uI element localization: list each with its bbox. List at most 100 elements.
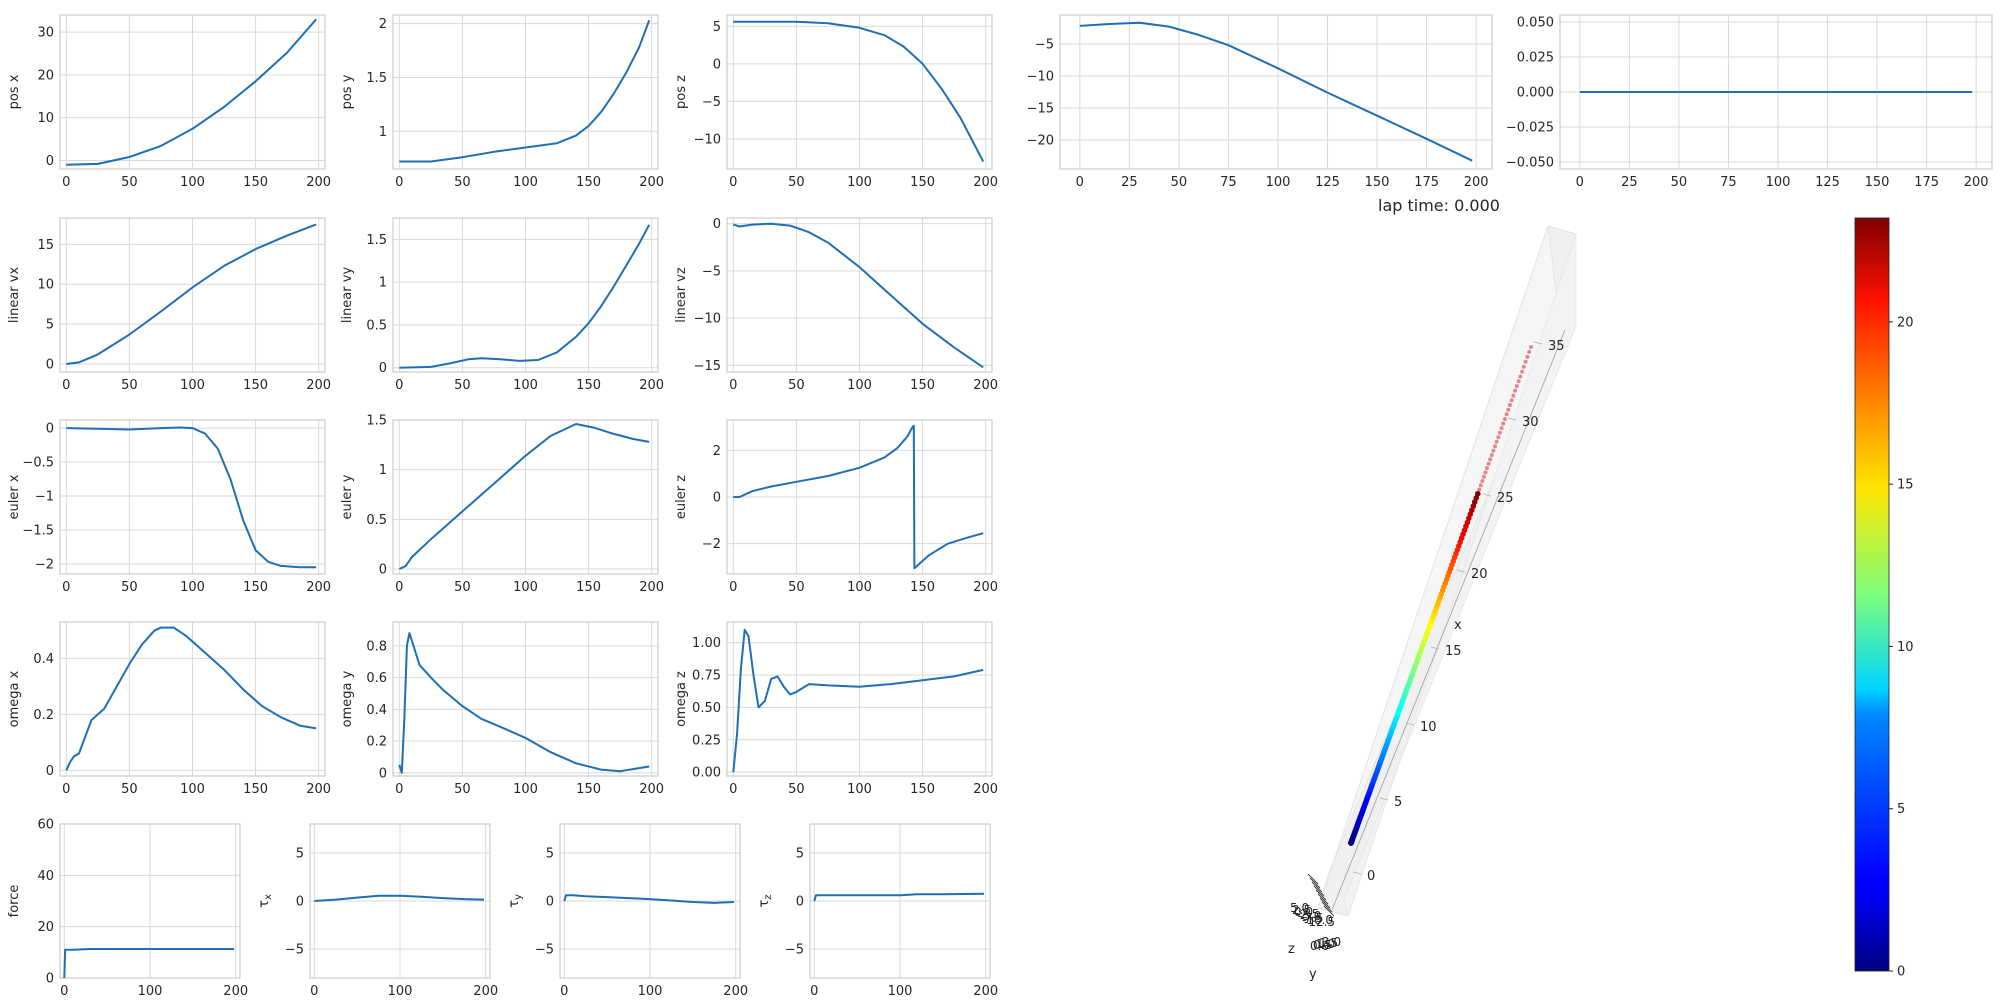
x-tick-label: 15 [1445, 644, 1462, 659]
series-line [563, 894, 735, 904]
series-line [813, 892, 985, 902]
x-tick-label: 150 [910, 782, 935, 797]
y-tick-mark [1315, 889, 1327, 901]
y-tick-label: 0.5 [366, 513, 387, 528]
x-tick-label: 0 [395, 782, 403, 797]
lap-time-label: lap time: 0.000 [1378, 196, 1500, 215]
y-axis-label: euler z [674, 475, 689, 519]
colorbar: 0 5 10 15 20 [1854, 217, 1914, 980]
y-tick-label: 15 [37, 238, 54, 253]
x-tick-label: 0 [1076, 175, 1084, 190]
y-tick-label: 0.4 [366, 703, 387, 718]
axes-frame [392, 621, 659, 777]
axes-frame [309, 823, 491, 979]
trajectory-point [1501, 421, 1506, 426]
trajectory-point [1489, 453, 1494, 457]
x-tick-label: 50 [454, 378, 471, 393]
y-axis-label: omega x [7, 670, 22, 727]
trajectory-point [1499, 426, 1504, 431]
trajectory-point [1504, 412, 1509, 417]
z-tick-label: 2.0 [1322, 935, 1341, 949]
y-tick-label: 0.000 [1517, 86, 1554, 101]
x-tick-label: 25 [1497, 491, 1514, 506]
y-axis-label: linear vx [7, 267, 22, 324]
x-tick-label: 0 [395, 378, 403, 393]
axes-frame [392, 419, 659, 575]
y-tick-label: 5 [46, 318, 54, 333]
y-axis-label: linear vy [340, 267, 355, 324]
x-tick-label: 200 [223, 984, 248, 999]
axes-frame [59, 14, 326, 170]
trajectory-point [1473, 495, 1480, 501]
y-tick-label: −5 [1035, 37, 1054, 52]
x-tick-label: 0 [729, 580, 737, 595]
series-line [733, 20, 985, 162]
x-tick-label: 75 [1220, 175, 1237, 190]
y-tick-label: 0.0 [1294, 905, 1313, 919]
y-tick-mark [1313, 885, 1325, 897]
y-tick-label: −10 [694, 312, 721, 327]
trajectory-point [1485, 466, 1489, 471]
y-axis-label: τx [257, 894, 274, 908]
x-tick-label: 100 [888, 984, 913, 999]
x-tick-label: 200 [973, 175, 998, 190]
y-tick-label: −20 [1027, 134, 1054, 149]
x-tick-label: 200 [306, 580, 331, 595]
y-tick-label: −0.050 [1506, 156, 1554, 171]
y-tick-label: −5 [285, 943, 304, 958]
y-tick-mark [1317, 893, 1329, 905]
x-tick-label: 200 [973, 984, 998, 999]
x-tick-label: 50 [121, 580, 138, 595]
y-tick-label: −5 [785, 943, 804, 958]
y-axis-label: y [1309, 967, 1317, 982]
axes-frame [559, 823, 741, 979]
trajectory-point [1497, 430, 1502, 435]
y-tick-label: 5 [796, 846, 804, 861]
trajectory-point [1477, 487, 1482, 492]
x-tick-label: 100 [513, 175, 538, 190]
pos-z-chart: 0 50 100 150 200 −10 −5 0 5 pos z [674, 14, 998, 190]
y-tick-label: 30 [37, 26, 54, 41]
x-tick-label: 200 [639, 175, 664, 190]
x-tick-label: 0 [1576, 175, 1584, 190]
linear-vy-chart: 0 50 100 150 200 0 0.5 1 1.5 linear vy [340, 217, 664, 393]
x-tick-label: 0 [810, 984, 818, 999]
y-tick-label: 0 [379, 563, 387, 578]
x-tick-label: 150 [1365, 175, 1390, 190]
x-tick-label: 0 [62, 175, 70, 190]
x-tick-label: 75 [1720, 175, 1737, 190]
x-tick-label: 150 [576, 580, 601, 595]
x-tick-label: 50 [121, 175, 138, 190]
y-tick-label: 0.50 [692, 701, 721, 716]
y-tick-label: 0 [46, 154, 54, 169]
y-tick-label: −0.025 [1506, 121, 1554, 136]
x-tick-label: 200 [723, 984, 748, 999]
series-line [1079, 21, 1473, 162]
x-axis-line [1331, 329, 1566, 911]
y-tick-label: 0.75 [692, 669, 721, 684]
x-tick-label: 100 [180, 175, 205, 190]
y-tick-label: −5 [535, 943, 554, 958]
series-line [399, 20, 651, 163]
y-axis-label: linear vz [674, 267, 689, 323]
x-tick-mark [1533, 341, 1543, 345]
colorbar-tick-label: 5 [1897, 802, 1905, 817]
y-tick-label: 2 [713, 444, 721, 459]
x-tick-label: 200 [306, 782, 331, 797]
x-tick-label: 100 [1266, 175, 1291, 190]
y-tick-label: -2.5 [1296, 907, 1319, 921]
y-tick-label: 5 [296, 846, 304, 861]
linear-vx-chart: 0 50 100 150 200 0 5 10 15 linear vx [7, 217, 331, 393]
y-tick-mark [1311, 881, 1323, 893]
force-chart: 0 100 200 0 20 40 60 force [7, 818, 248, 1000]
trajectory-point [1506, 407, 1511, 412]
y-axis-label: τz [757, 894, 774, 907]
y-tick-label: 60 [37, 818, 54, 833]
x-tick-mark [1352, 871, 1362, 875]
pos-y-chart: 0 50 100 150 200 1 1.5 2 pos y [340, 14, 664, 190]
x-tick-label: 100 [513, 378, 538, 393]
axes-frame [392, 217, 659, 373]
y-axis-label: omega z [674, 671, 689, 727]
axes-frame [726, 217, 993, 373]
x-tick-label: 200 [639, 378, 664, 393]
